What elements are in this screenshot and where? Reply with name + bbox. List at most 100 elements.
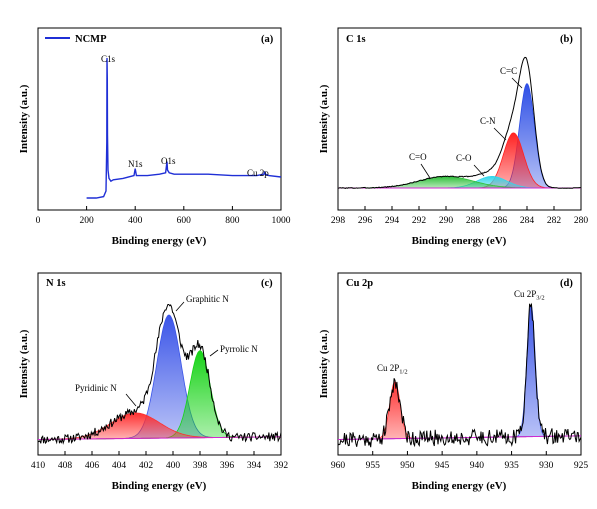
panel-b-pointer-c-o <box>420 163 431 179</box>
panel-d-x-tick-label: 925 <box>574 461 589 471</box>
panel-a-x-tick-label: 0 <box>36 216 41 226</box>
panel-a-annotation-o1s: O1s <box>161 156 176 166</box>
panel-b-x-tick-label: 280 <box>574 216 589 226</box>
panel-c-raw-spectrum <box>37 304 282 445</box>
panel-d-x-tick-label: 945 <box>435 461 450 471</box>
panel-b-x-tick-label: 282 <box>547 216 562 226</box>
panel-a-annotation-cu2p: Cu 2p <box>247 168 269 178</box>
panel-b: 298 296 294 292 290 288 286 284 282 280 (b) C 1s … <box>318 27 589 247</box>
panel-c-component-0 <box>37 314 282 440</box>
panel-c-x-tick-label: 392 <box>274 461 289 471</box>
panel-b-x-tick-label: 286 <box>493 216 508 226</box>
panel-d-x-tick-label: 950 <box>400 461 415 471</box>
panel-c-x-tick-label: 396 <box>220 461 235 471</box>
panel-a-legend-entry: NCMP <box>75 34 107 45</box>
panel-b-frame <box>337 27 582 211</box>
panel-d-plot <box>337 302 582 448</box>
panel-a-frame <box>37 27 282 211</box>
panel-b-x-tick-label: 296 <box>358 216 373 226</box>
panel-d-label: (d) <box>560 278 573 289</box>
panel-c-x-tick-label: 406 <box>85 461 100 471</box>
panel-a-plot <box>86 57 282 199</box>
panel-a-x-tick-label: 600 <box>177 216 192 226</box>
panel-d-title: Cu 2p <box>346 278 373 289</box>
panel-b-x-tick-label: 298 <box>331 216 346 226</box>
panel-d-x-tick-label: 955 <box>366 461 381 471</box>
panel-c-x-tick-label: 410 <box>31 461 46 471</box>
panel-d-x-tick-label: 930 <box>539 461 554 471</box>
panel-a-x-tick-label: 800 <box>225 216 240 226</box>
panel-b-annotation-cn: C-N <box>480 116 496 126</box>
panel-b-pointer-co <box>473 164 485 177</box>
panel-c-x-tick-label: 404 <box>112 461 127 471</box>
panel-b-x-tick-label: 294 <box>385 216 400 226</box>
panel-b-raw-spectrum <box>337 56 582 189</box>
panel-b-label: (b) <box>560 34 573 45</box>
panel-c-x-tick-label: 408 <box>58 461 73 471</box>
panel-c-y-axis-title: Intensity (a.u.) <box>18 329 30 398</box>
panel-b-annotation-c-o: C=O <box>409 152 427 162</box>
panel-b-x-tick-label: 292 <box>412 216 427 226</box>
panel-d-annotation-cu-2p32: Cu 2P3/2 <box>514 289 545 302</box>
panel-d-annotation-cu-2p32-sub: 3/2 <box>536 295 544 302</box>
panel-d-raw-spectrum <box>337 302 582 448</box>
panel-b-component-0 <box>338 83 581 189</box>
panel-a-x-tick-label: 200 <box>79 216 94 226</box>
panel-d-annotation-cu-2p12-main: Cu 2P <box>377 363 399 373</box>
panel-d-annotation-cu-2p12-sub: 1/2 <box>399 369 407 376</box>
panel-b-x-tick-label: 290 <box>439 216 454 226</box>
panel-c-label: (c) <box>261 278 273 289</box>
panel-c-x-axis-title: Binding energy (eV) <box>112 480 207 492</box>
panel-b-title: C 1s <box>346 34 366 45</box>
panel-c-title: N 1s <box>46 278 66 289</box>
panel-a-x-tick-label: 400 <box>128 216 143 226</box>
panel-a-label: (a) <box>261 34 274 45</box>
panel-d-annotation-cu-2p32-main: Cu 2P <box>514 289 536 299</box>
panel-c-pointer-graphitic <box>175 301 185 312</box>
panel-c-x-ticks: 410 408 406 404 402 400 398 396 394 392 <box>31 451 289 471</box>
panel-b-annotation-cc: C=C <box>500 66 517 76</box>
panel-d-component-1 <box>337 304 582 440</box>
panel-c: 410 408 406 404 402 400 398 396 394 392 (c) N 1s … <box>18 272 289 492</box>
panel-b-x-tick-label: 284 <box>520 216 535 226</box>
panel-c-x-tick-label: 394 <box>247 461 262 471</box>
panel-c-x-tick-label: 398 <box>193 461 208 471</box>
panel-c-pointer-pyridinic <box>125 393 137 407</box>
panel-d-x-ticks: 960 955 950 945 940 935 930 925 <box>331 451 589 471</box>
panel-a-x-axis-title: Binding energy (eV) <box>112 235 207 247</box>
panel-b-x-axis-title: Binding energy (eV) <box>412 235 507 247</box>
panel-d-x-tick-label: 940 <box>470 461 485 471</box>
panel-a-annotation-c1s: C1s <box>101 54 116 64</box>
panel-a-series-ncmp <box>86 57 282 199</box>
panel-d-x-tick-label: 960 <box>331 461 346 471</box>
panel-a-x-ticks: 0 200 400 600 800 1000 <box>36 206 291 226</box>
panel-c-x-tick-label: 402 <box>139 461 154 471</box>
panel-c-annotation-pyridinic: Pyridinic N <box>75 383 117 393</box>
panel-c-frame <box>37 272 282 456</box>
panel-c-annotation-graphitic: Graphitic N <box>186 294 229 304</box>
panel-c-annotation-pyrrolic: Pyrrolic N <box>220 344 258 354</box>
panel-d-annotation-cu-2p12: Cu 2P1/2 <box>377 363 408 376</box>
panel-c-pointer-pyrrolic <box>209 349 219 357</box>
panel-b-annotation-co: C-O <box>456 153 472 163</box>
panel-a: 0 200 400 600 800 1000 (a) NCMP C1s N1s O1s C… <box>18 27 291 247</box>
panel-b-y-axis-title: Intensity (a.u.) <box>318 84 330 153</box>
panel-b-x-ticks: 298 296 294 292 290 288 286 284 282 280 <box>331 206 589 226</box>
panel-d-frame <box>337 272 582 456</box>
panel-d-component-0 <box>337 381 582 440</box>
panel-d-y-axis-title: Intensity (a.u.) <box>318 329 330 398</box>
panel-c-baseline <box>38 436 281 440</box>
panel-c-plot <box>37 304 282 445</box>
panel-d-x-axis-title: Binding energy (eV) <box>412 480 507 492</box>
panel-c-x-tick-label: 400 <box>166 461 181 471</box>
panel-a-annotation-n1s: N1s <box>128 159 143 169</box>
panel-a-y-axis-title: Intensity (a.u.) <box>18 84 30 153</box>
panel-d: 960 955 950 945 940 935 930 925 (d) Cu 2p Cu 2P… <box>318 272 589 492</box>
panel-b-pointer-cc <box>511 77 523 89</box>
panel-b-x-tick-label: 288 <box>466 216 481 226</box>
panel-b-plot <box>337 56 582 189</box>
panel-b-pointer-cn <box>493 127 507 141</box>
panel-d-x-tick-label: 935 <box>504 461 519 471</box>
panel-a-x-tick-label: 1000 <box>272 216 291 226</box>
